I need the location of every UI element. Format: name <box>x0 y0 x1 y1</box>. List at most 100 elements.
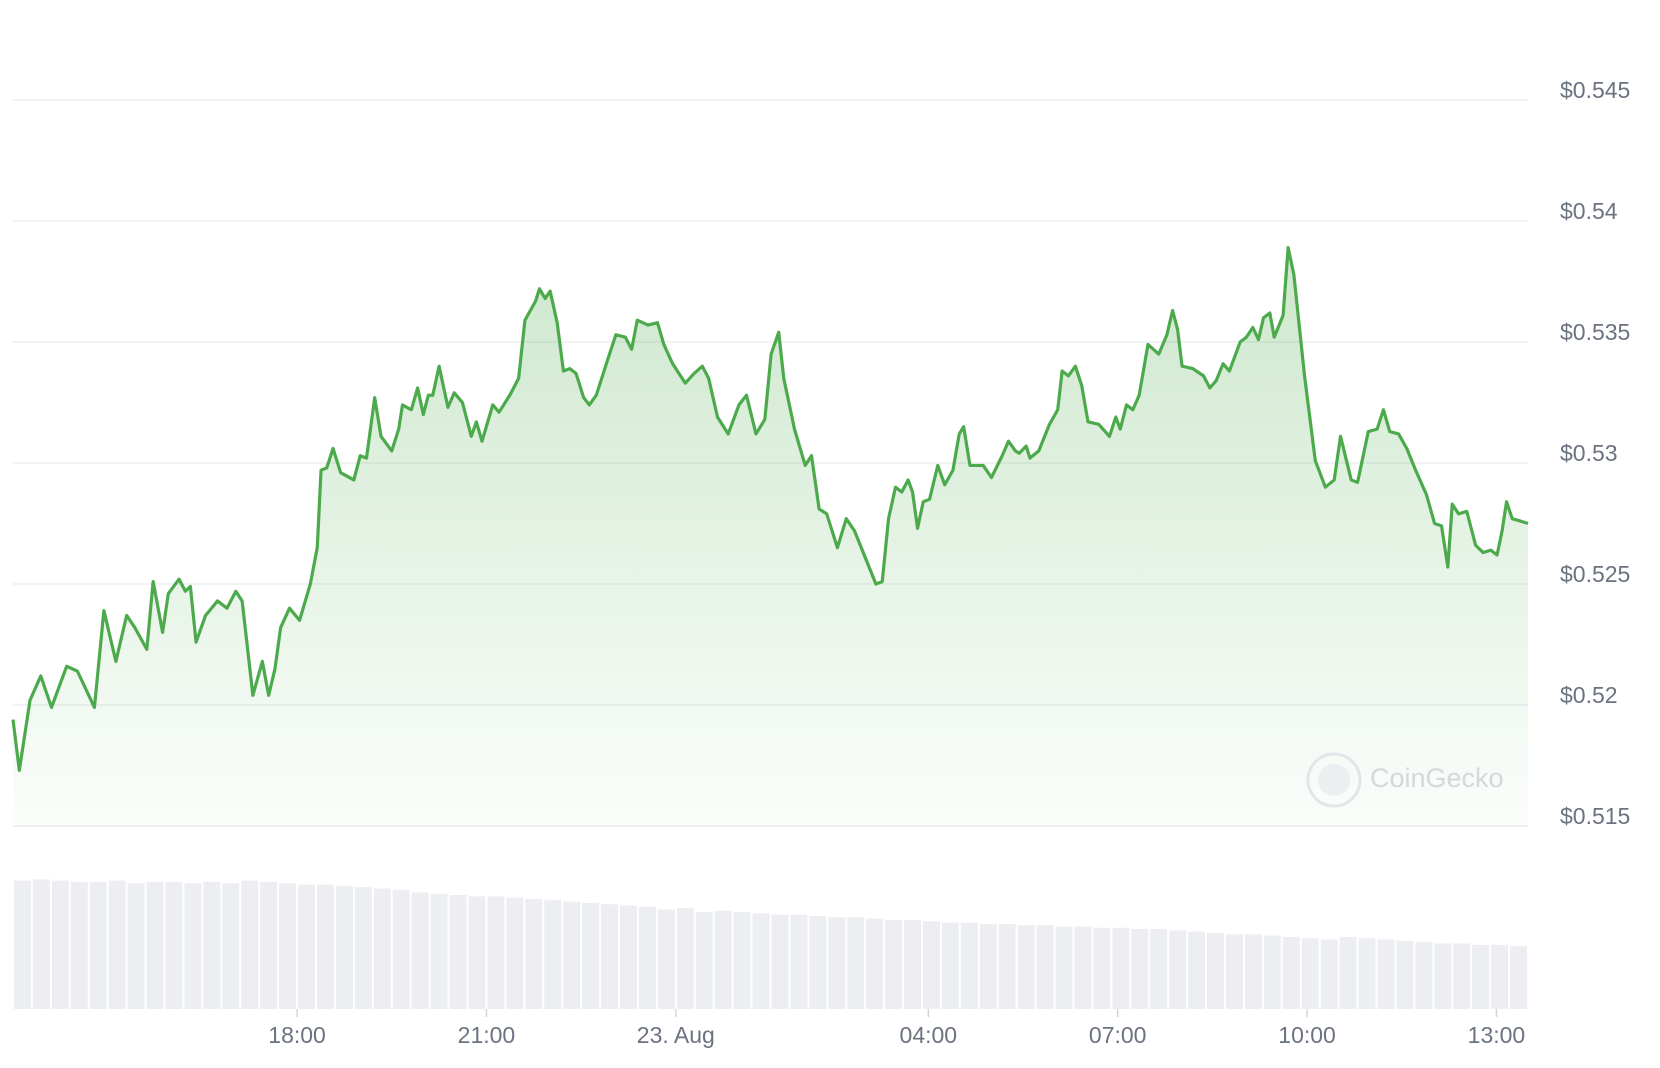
volume-bar <box>392 889 410 1009</box>
labels: $0.515 $0.52 $0.525 $0.53 $0.535 $0.54 $0.545 1… <box>268 77 1630 1048</box>
volume-bar <box>1074 926 1092 1009</box>
price-area <box>13 247 1528 826</box>
y-tick-label: $0.525 <box>1560 561 1630 587</box>
volume-bar <box>89 881 107 1009</box>
volume-bar <box>563 901 581 1009</box>
volume-bar <box>1112 927 1130 1009</box>
price-line <box>11 246 1529 772</box>
volume-bars <box>14 879 1527 1009</box>
y-tick-label: $0.53 <box>1560 440 1618 466</box>
volume-bar <box>14 880 31 1009</box>
volume-bar <box>108 880 126 1009</box>
volume-bar <box>733 912 751 1009</box>
y-tick-label: $0.54 <box>1560 198 1618 224</box>
volume-bar <box>1055 926 1073 1009</box>
volume-bar <box>1131 929 1149 1009</box>
x-tick-label: 13:00 <box>1468 1022 1526 1048</box>
volume-bar <box>998 923 1016 1009</box>
x-tick-label: 23. Aug <box>637 1022 715 1048</box>
volume-bar <box>601 904 618 1009</box>
x-tick-label: 04:00 <box>900 1022 958 1048</box>
volume-bar <box>620 905 637 1009</box>
volume-bar <box>1036 925 1054 1009</box>
volume-bar <box>847 917 865 1009</box>
volume-bar <box>1226 934 1243 1009</box>
volume-bar <box>1263 935 1281 1009</box>
volume-bar <box>1017 925 1035 1009</box>
volume-bar <box>449 895 467 1009</box>
volume-bar <box>1207 933 1224 1009</box>
volume-bar <box>695 912 713 1009</box>
volume-bar <box>525 898 543 1009</box>
volume-bar <box>32 879 50 1009</box>
volume-bar <box>752 913 770 1009</box>
volume-bar <box>279 883 297 1009</box>
y-tick-label: $0.535 <box>1560 319 1630 345</box>
volume-bar <box>1150 929 1168 1009</box>
watermark: CoinGecko <box>1306 752 1504 808</box>
plot <box>11 246 1529 826</box>
watermark-text: CoinGecko <box>1370 763 1504 793</box>
volume-bar <box>676 908 694 1009</box>
volume-bar <box>127 883 145 1009</box>
volume-bar <box>468 896 486 1009</box>
volume-bar <box>1339 936 1357 1009</box>
volume-bar <box>184 883 202 1009</box>
volume-bar <box>1377 939 1395 1009</box>
volume-bar <box>1472 944 1490 1009</box>
volume-bar <box>790 914 808 1009</box>
volume-bar <box>1301 938 1319 1009</box>
volume-bar <box>904 919 921 1009</box>
volume-bar <box>866 918 884 1009</box>
x-tick-label: 10:00 <box>1278 1022 1336 1048</box>
volume-bar <box>1510 946 1527 1009</box>
volume-bar <box>960 922 978 1009</box>
volume-bar <box>146 881 164 1009</box>
volume-bar <box>241 880 259 1009</box>
volume-bar <box>771 914 789 1009</box>
volume-bar <box>544 900 562 1009</box>
volume-bar <box>203 881 221 1009</box>
volume-bar <box>979 923 997 1009</box>
volume-bar <box>657 909 675 1009</box>
volume-bar <box>923 921 940 1009</box>
volume-bar <box>941 922 959 1009</box>
volume-bar <box>260 881 278 1009</box>
volume-bar <box>1434 943 1452 1009</box>
watermark-logo <box>1306 752 1362 808</box>
volume-bar <box>638 906 656 1009</box>
volume-bar <box>1491 944 1509 1009</box>
volume-bar <box>411 892 429 1009</box>
volume-bar <box>1244 934 1262 1009</box>
volume-bar <box>222 883 240 1009</box>
volume-bar <box>487 896 505 1009</box>
volume-bar <box>1093 927 1111 1009</box>
volume-bar <box>1282 936 1300 1009</box>
volume-bar <box>885 919 903 1009</box>
x-tick-label: 18:00 <box>268 1022 326 1048</box>
y-tick-label: $0.545 <box>1560 77 1630 103</box>
volume-bar <box>51 880 69 1009</box>
volume-bar <box>430 893 448 1009</box>
volume-bar <box>335 885 353 1009</box>
x-tick-label: 21:00 <box>458 1022 516 1048</box>
y-tick-label: $0.515 <box>1560 803 1630 829</box>
volume-bar <box>1320 939 1338 1009</box>
volume-bar <box>298 884 315 1009</box>
y-tick-label: $0.52 <box>1560 682 1618 708</box>
volume-bar <box>354 887 372 1009</box>
volume-bar <box>1169 930 1187 1009</box>
volume-bar <box>317 884 334 1009</box>
volume-bar <box>70 881 88 1009</box>
volume-bar <box>1396 940 1414 1009</box>
volume-bar <box>828 917 846 1009</box>
volume-bar <box>1358 938 1376 1009</box>
volume-bar <box>582 902 600 1009</box>
volume-bar <box>1415 942 1433 1009</box>
volume-bar <box>1188 931 1206 1009</box>
volume-bar <box>714 910 732 1009</box>
volume-bar <box>373 888 391 1009</box>
x-tick-label: 07:00 <box>1089 1022 1147 1048</box>
volume-bar <box>1453 943 1471 1009</box>
